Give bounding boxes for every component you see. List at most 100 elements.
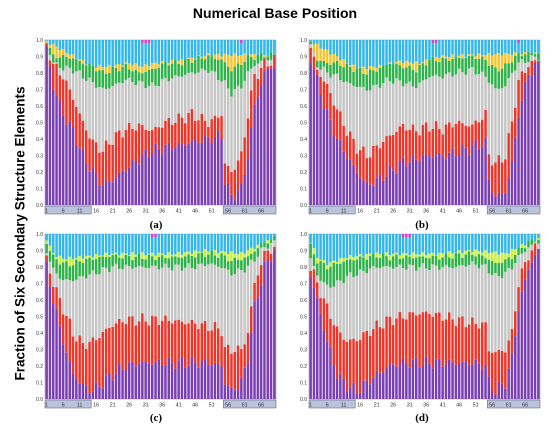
bar-segment-yellow: [58, 50, 62, 58]
bar-segment-gray: [533, 56, 537, 61]
bar-segment-lime: [378, 254, 382, 258]
bar-segment-green: [372, 253, 375, 267]
bar-segment-gray: [405, 269, 408, 320]
y-tick-label: 0.0: [300, 397, 307, 403]
bar-segment-purple: [197, 367, 200, 399]
bar-segment-gray: [246, 71, 250, 119]
x-tick-label: 26: [390, 209, 396, 215]
bar-segment-purple: [58, 100, 62, 205]
bar-segment-gray: [170, 78, 174, 125]
bar-segment-purple: [461, 361, 464, 399]
bar-segment-red: [154, 126, 157, 144]
bar-segment-green: [193, 257, 197, 270]
bar-segment-lime: [348, 255, 352, 260]
bar-segment-red: [424, 122, 428, 155]
bar-segment-purple: [352, 164, 355, 205]
bar-segment-green: [230, 71, 233, 97]
bar-segment-gray: [322, 282, 326, 299]
bar-segment-purple: [431, 368, 435, 399]
bar-segment-cyan: [315, 234, 319, 258]
bar-segment-red: [510, 121, 514, 162]
bar-segment-green: [428, 59, 431, 78]
x-tick-label: 21: [110, 403, 116, 409]
bar-segment-red: [527, 260, 530, 270]
bar-segment-green: [144, 71, 147, 89]
bar-segment-green: [75, 259, 78, 280]
bar-segment-red: [94, 340, 98, 383]
bar-segment-cyan: [61, 234, 65, 259]
bar-segment-purple: [329, 119, 332, 205]
bar-segment-purple: [471, 364, 474, 399]
bar-segment-lime: [51, 252, 55, 255]
bar-segment-cyan: [332, 234, 336, 261]
bar-segment-cyan: [160, 234, 164, 254]
bar-segment-purple: [55, 95, 58, 205]
bar-segment-red: [68, 318, 72, 362]
bar-segment-purple: [180, 144, 184, 205]
bar-segment-gray: [348, 272, 352, 340]
bar-segment-green: [259, 52, 263, 61]
bar-segment-purple: [210, 143, 213, 205]
bar-segment-purple: [520, 291, 524, 399]
bar-segment-yellow: [230, 56, 233, 72]
bar-segment-green: [167, 65, 171, 82]
bar-segment-cyan: [474, 40, 477, 57]
bar-segment-green: [180, 65, 184, 77]
bar-segment-gray: [454, 74, 458, 124]
bar-segment-cyan: [381, 234, 385, 254]
bar-segment-yellow: [375, 67, 378, 72]
bar-segment-cyan: [137, 40, 141, 67]
bar-segment-yellow: [180, 58, 184, 66]
bar-segment-cyan: [504, 234, 507, 254]
bar-segment-red: [385, 136, 388, 177]
bar-segment-lime: [253, 248, 256, 252]
bar-segment-cyan: [408, 234, 411, 256]
y-tick-label: 0.9: [36, 55, 43, 61]
bar-segment-purple: [477, 363, 481, 399]
bar-segment-purple: [253, 104, 256, 205]
bar-segment-red: [315, 282, 319, 299]
bar-segment-cyan: [213, 40, 217, 55]
bar-segment-cyan: [147, 234, 151, 254]
x-tick-label: 6: [326, 209, 329, 215]
bar-segment-green: [253, 251, 256, 262]
bar-segment-purple: [88, 171, 91, 205]
bar-segment-red: [507, 340, 510, 369]
bar-segment-purple: [309, 62, 312, 205]
bar-segment-cyan: [510, 234, 514, 250]
bar-segment-gray: [497, 88, 501, 156]
bar-segment-cyan: [530, 234, 534, 239]
bar-segment-gray: [220, 81, 223, 116]
bar-segment-yellow: [365, 68, 369, 75]
bar-segment-gray: [203, 70, 207, 121]
bar-segment-red: [91, 337, 95, 392]
bar-segment-lime: [114, 252, 118, 255]
bar-segment-green: [81, 64, 85, 79]
bar-segment-green: [223, 62, 227, 81]
bar-segment-green: [240, 260, 243, 270]
bar-segment-yellow: [253, 54, 256, 60]
bar-segment-gray: [84, 80, 88, 131]
bar-segment-purple: [243, 174, 246, 205]
bar-segment-green: [216, 257, 220, 267]
bar-segment-cyan: [230, 234, 233, 252]
bar-segment-green: [240, 64, 243, 89]
x-tick-label: 6: [62, 403, 65, 409]
bar-segment-red: [309, 270, 312, 278]
bar-segment-red: [408, 312, 411, 368]
bar-segment-gray: [200, 263, 204, 324]
bar-segment-cyan: [48, 40, 52, 46]
bar-segment-yellow: [157, 64, 161, 68]
highlighted-region: [44, 205, 92, 215]
bar-segment-cyan: [523, 40, 527, 53]
bar-segment-purple: [438, 358, 441, 399]
bar-segment-purple: [84, 162, 88, 205]
highlighted-region: [44, 399, 92, 409]
bar-segment-cyan: [494, 234, 497, 252]
bar-segment-gray: [454, 266, 458, 327]
bar-segment-purple: [527, 74, 530, 206]
bar-segment-red: [444, 319, 448, 365]
bar-segment-purple: [174, 147, 177, 205]
bar-segment-purple: [454, 364, 458, 399]
bar-segment-cyan: [494, 40, 497, 55]
